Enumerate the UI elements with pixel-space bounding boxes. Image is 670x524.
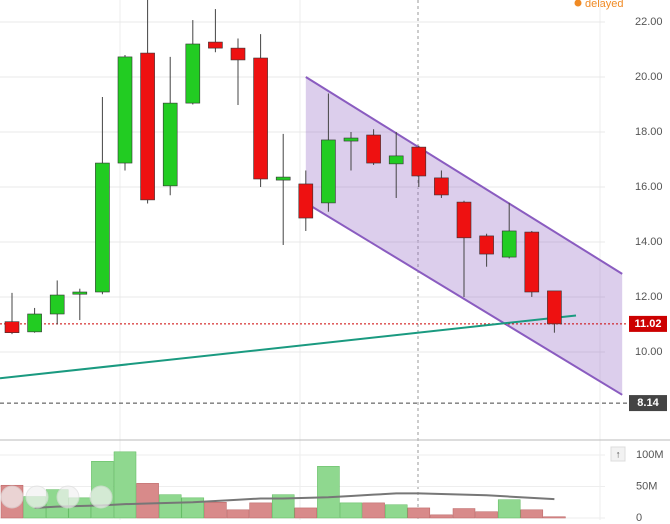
zoom-in-button[interactable]	[56, 485, 80, 509]
volume-bar	[543, 516, 566, 519]
y-tick-label: 16.00	[635, 181, 663, 193]
candle-body	[4, 321, 20, 333]
channel-upper	[305, 76, 623, 275]
next-button[interactable]	[89, 485, 113, 509]
y-tick-label: 12.00	[635, 291, 663, 303]
expand-button[interactable]	[610, 446, 626, 462]
candle-body	[479, 235, 494, 255]
candle-body	[456, 201, 472, 239]
candle-body	[230, 47, 246, 61]
volume-bar	[136, 483, 159, 519]
candle-body	[298, 183, 314, 219]
volume-tick-label: 100M	[636, 449, 664, 461]
volume-bar	[430, 514, 453, 519]
volume-bar	[113, 451, 137, 519]
status-dot	[574, 0, 582, 7]
volume-bar	[317, 466, 340, 519]
y-tick-label: 14.00	[635, 236, 663, 248]
candle-body	[253, 57, 268, 180]
candle-body	[185, 43, 201, 104]
candle-body	[366, 134, 381, 164]
volume-bar	[520, 509, 544, 519]
price-label-box	[629, 315, 667, 332]
candle-body	[343, 137, 359, 142]
volume-bar	[407, 507, 431, 519]
toolbar	[0, 485, 113, 509]
candle-body	[524, 231, 540, 293]
candle-body	[95, 162, 110, 293]
volume-bar	[362, 502, 385, 519]
candle-body	[411, 146, 427, 177]
candle-body	[275, 176, 291, 181]
volume-bar	[294, 507, 318, 519]
candle-body	[117, 56, 133, 164]
price-label-box	[629, 395, 667, 412]
candle-body	[547, 290, 562, 325]
candle-body	[434, 177, 449, 196]
candle-body	[321, 139, 336, 204]
volume-bar	[204, 501, 227, 519]
candle-body	[72, 291, 88, 295]
volume-bar	[475, 511, 498, 519]
volume-bar	[339, 502, 363, 519]
y-tick-label: 20.00	[635, 71, 663, 83]
price-label: 8.14	[637, 397, 659, 409]
volume-bar	[384, 504, 408, 519]
y-tick-label: 10.00	[635, 346, 663, 358]
channel-lower	[305, 202, 623, 396]
reset-button[interactable]	[25, 485, 49, 509]
zoom-out-button[interactable]	[0, 485, 24, 509]
volume-bar	[497, 499, 521, 519]
volume-bar	[226, 509, 250, 519]
volume-bar	[452, 508, 476, 519]
candle-body	[388, 155, 404, 165]
candle-body	[27, 313, 42, 333]
volume-bar	[271, 494, 295, 519]
volume-bar	[158, 494, 182, 519]
y-tick-label: 18.00	[635, 126, 663, 138]
candle-body	[162, 102, 178, 187]
candle-body	[208, 41, 223, 49]
y-tick-label: 22.00	[635, 16, 663, 28]
status: delayed	[585, 0, 624, 10]
price-label: 11.02	[635, 318, 662, 330]
expand-icon: ↑	[616, 450, 621, 461]
candle-body	[140, 52, 155, 201]
candle-body	[501, 230, 517, 258]
volume-tick-label: 50M	[636, 480, 657, 492]
volume-ma	[34, 492, 555, 509]
volume-bar	[249, 502, 272, 519]
candle-body	[49, 294, 65, 315]
trendline	[0, 314, 577, 380]
volume-tick-label: 0	[636, 512, 642, 524]
